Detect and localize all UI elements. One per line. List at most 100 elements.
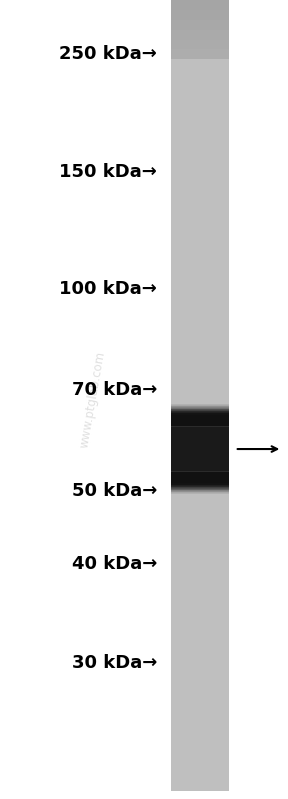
Bar (171, 487, 229, 493)
Bar (171, 487, 229, 494)
Bar (171, 593, 229, 603)
Bar (171, 237, 229, 247)
Bar (171, 642, 229, 653)
Bar (171, 553, 229, 563)
Bar (171, 483, 229, 495)
Bar (171, 479, 229, 485)
Bar (171, 325, 229, 336)
Bar (171, 481, 229, 487)
Bar (171, 296, 229, 307)
Bar (171, 415, 229, 422)
Bar (171, 419, 229, 426)
Bar (171, 472, 229, 479)
Bar (171, 404, 229, 415)
Bar (171, 336, 229, 346)
Text: 40 kDa→: 40 kDa→ (72, 555, 157, 573)
Bar (171, 407, 229, 415)
Bar (171, 29, 229, 39)
Bar (171, 414, 229, 421)
Bar (171, 385, 229, 396)
Bar (171, 781, 229, 791)
Bar (171, 494, 229, 504)
Bar (171, 306, 229, 316)
Bar (171, 632, 229, 642)
Text: 30 kDa→: 30 kDa→ (72, 654, 157, 672)
Bar (171, 49, 229, 59)
Bar (171, 478, 229, 485)
Bar (171, 476, 229, 483)
Bar (171, 652, 229, 662)
Bar (171, 662, 229, 673)
Bar (171, 217, 229, 228)
Bar (171, 408, 229, 415)
Bar (171, 474, 229, 480)
Bar (171, 137, 229, 149)
Bar (171, 128, 229, 138)
Bar (171, 404, 229, 411)
Bar (171, 98, 229, 109)
Bar (171, 69, 229, 79)
Text: 150 kDa→: 150 kDa→ (59, 163, 157, 181)
Bar (171, 612, 229, 623)
Bar (171, 770, 229, 781)
Bar (171, 427, 229, 471)
Bar (171, 246, 229, 257)
Bar (171, 19, 229, 30)
Bar (171, 157, 229, 168)
Bar (171, 420, 229, 427)
Bar (171, 477, 229, 483)
Bar (171, 419, 229, 427)
Bar (171, 562, 229, 574)
Bar (171, 682, 229, 692)
Bar (171, 177, 229, 188)
Bar (171, 479, 229, 486)
Bar (171, 415, 229, 421)
Bar (171, 197, 229, 208)
Bar (171, 474, 229, 484)
Text: 50 kDa→: 50 kDa→ (72, 482, 157, 499)
Bar (171, 503, 229, 515)
Bar (171, 483, 229, 490)
Bar (171, 227, 229, 237)
Bar (171, 108, 229, 118)
Bar (171, 471, 229, 478)
Bar (171, 418, 229, 424)
Bar (171, 58, 229, 70)
Bar (171, 573, 229, 583)
Bar (171, 475, 229, 482)
Bar (171, 316, 229, 326)
Bar (171, 454, 229, 465)
Bar (171, 375, 229, 386)
Bar (171, 409, 229, 415)
Bar (171, 691, 229, 702)
Bar (171, 482, 229, 488)
Bar (171, 523, 229, 534)
Bar (171, 167, 229, 178)
Bar (171, 266, 229, 277)
Bar (171, 741, 229, 751)
Bar (171, 480, 229, 487)
Bar (171, 413, 229, 419)
Bar (171, 207, 229, 217)
Bar (171, 403, 229, 410)
Bar (171, 419, 229, 425)
Bar (171, 671, 229, 682)
Bar (171, 415, 229, 425)
Bar (171, 405, 229, 411)
Bar (171, 355, 229, 366)
Bar (171, 485, 229, 491)
Bar (171, 416, 229, 423)
Bar (171, 412, 229, 419)
Bar (171, 483, 229, 489)
Bar (171, 434, 229, 445)
Bar (171, 0, 229, 10)
Bar (171, 721, 229, 732)
Bar (171, 78, 229, 89)
Text: 100 kDa→: 100 kDa→ (59, 280, 157, 298)
Bar (171, 513, 229, 524)
Bar (171, 582, 229, 593)
Bar (171, 464, 229, 475)
Text: 70 kDa→: 70 kDa→ (72, 381, 157, 399)
Bar (171, 88, 229, 99)
Bar (171, 407, 229, 413)
